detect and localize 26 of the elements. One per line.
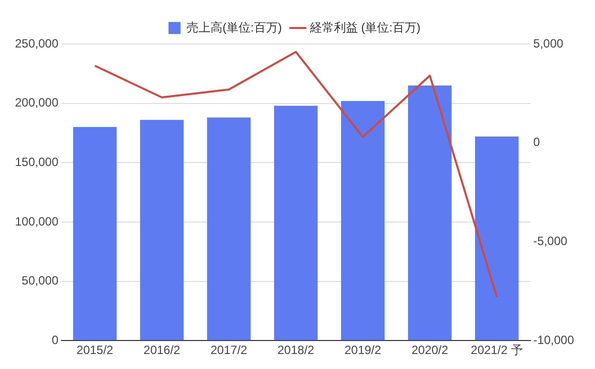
bar [475,136,519,340]
x-tick-label: 2018/2 [277,343,315,358]
bar [73,127,117,340]
x-tick-label: 2020/2 [411,343,448,358]
x-tick-label: 2021/2 予 [470,343,523,358]
bar [341,100,385,340]
y-tick-label: 100,000 [14,214,59,228]
y2-tick-label: 5,000 [533,36,564,50]
y-tick-label: 50,000 [22,274,59,288]
y2-tick-label: -10,000 [533,332,574,347]
legend-label: 経常利益 (単位:百万) [308,20,421,34]
legend-label: 売上高(単位:百万) [186,20,282,34]
y-tick-label: 150,000 [14,154,59,169]
y2-tick-label: -5,000 [533,234,568,248]
y-tick-label: 200,000 [14,96,59,110]
bar [274,106,318,340]
y-tick-label: 250,000 [14,36,59,50]
bar [207,118,251,340]
x-tick-label: 2016/2 [144,343,181,358]
bar [140,120,184,340]
x-tick-label: 2015/2 [76,343,114,358]
y2-tick-label: 0 [533,135,540,150]
x-tick-label: 2017/2 [210,343,248,358]
y-tick-label: 0 [52,332,59,347]
x-tick-label: 2019/2 [344,343,382,358]
bar [408,86,452,340]
